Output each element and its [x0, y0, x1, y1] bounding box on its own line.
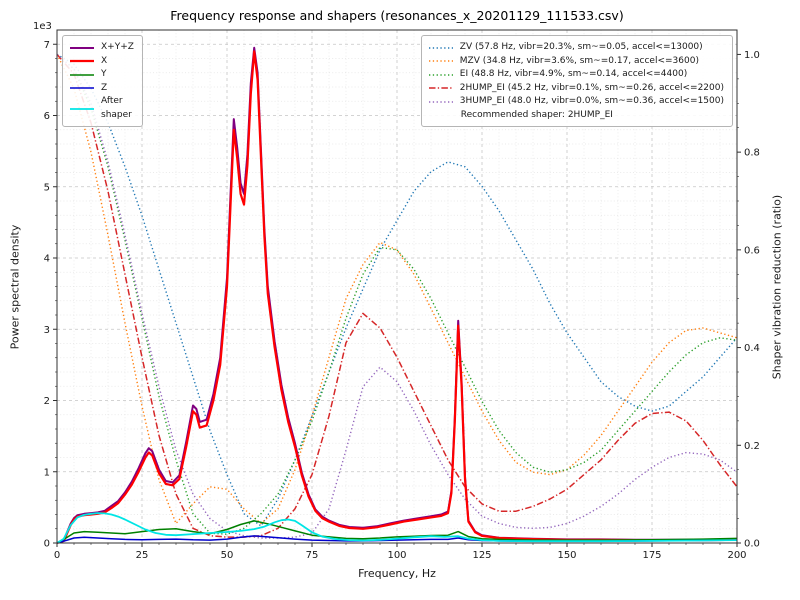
- x-tick-label: 150: [557, 550, 576, 561]
- legend-line-sample: [428, 47, 453, 49]
- legend-line-sample: [428, 87, 453, 89]
- y-right-tick-label: 0.4: [744, 343, 760, 354]
- y-right-tick-label: 0.8: [744, 148, 760, 159]
- legend-item-x: X: [69, 55, 134, 69]
- x-tick-label: 175: [642, 550, 661, 561]
- legend-label: 2HUMP_EI (45.2 Hz, vibr=0.1%, sm~=0.26, …: [459, 82, 724, 93]
- series-legend: X+Y+Z X Y Z After shaper: [62, 35, 143, 127]
- legend-item-3hump_ei: 3HUMP_EI (48.0 Hz, vibr=0.0%, sm~=0.36, …: [428, 95, 724, 109]
- y-right-tick-label: 0.0: [744, 539, 760, 550]
- legend-label: 3HUMP_EI (48.0 Hz, vibr=0.0%, sm~=0.36, …: [459, 96, 724, 106]
- y-left-tick-label: 6: [44, 111, 50, 122]
- legend-item-mzv: MZV (34.8 Hz, vibr=3.6%, sm~=0.17, accel…: [428, 55, 724, 69]
- legend-line-sample: [70, 60, 94, 63]
- x-tick-label: 25: [136, 550, 149, 561]
- y-left-tick-label: 4: [44, 254, 50, 265]
- y-axis-offset-label: 1e3: [33, 21, 52, 32]
- legend-line-sample: [428, 60, 453, 62]
- legend-label: Z: [101, 82, 108, 93]
- y-right-tick-label: 0.6: [744, 245, 760, 256]
- y-right-tick-label: 1.0: [744, 50, 760, 61]
- legend-item-xyz: X+Y+Z: [69, 41, 134, 55]
- curve-2hump_ei: [56, 53, 738, 538]
- legend-label: After shaper: [101, 96, 132, 120]
- legend-label: EI (48.8 Hz, vibr=4.9%, sm~=0.14, accel<…: [459, 69, 688, 79]
- x-tick-label: 125: [472, 550, 491, 561]
- x-tick-label: 50: [221, 550, 234, 561]
- legend-line-sample: [70, 87, 94, 89]
- curve-after_shaper: [56, 512, 738, 544]
- shaper-legend: ZV (57.8 Hz, vibr=20.3%, sm~=0.05, accel…: [420, 35, 733, 127]
- y-axis-label-left: Power spectral density: [8, 224, 22, 350]
- legend-item-y: Y: [69, 68, 134, 82]
- y-left-tick-label: 0: [44, 539, 50, 550]
- legend-label: ZV (57.8 Hz, vibr=20.3%, sm~=0.05, accel…: [459, 42, 703, 52]
- y-right-tick-label: 0.2: [744, 441, 760, 452]
- y-axis-label-right: Shaper vibration reduction (ratio): [770, 194, 784, 380]
- legend-label: X+Y+Z: [101, 42, 134, 52]
- x-axis-label: Frequency, Hz: [358, 567, 436, 580]
- legend-line-sample: [70, 107, 94, 110]
- recommended-shaper-note: Recommended shaper: 2HUMP_EI: [460, 109, 613, 120]
- legend-label: Y: [101, 69, 107, 79]
- y-left-tick-label: 5: [44, 182, 50, 193]
- legend-item-ei: EI (48.8 Hz, vibr=4.9%, sm~=0.14, accel<…: [428, 68, 724, 82]
- curve-3hump_ei: [56, 53, 738, 539]
- curve-mzv: [56, 54, 738, 525]
- legend-line-sample: [70, 74, 94, 76]
- legend-item-2hump_ei: 2HUMP_EI (45.2 Hz, vibr=0.1%, sm~=0.26, …: [428, 82, 724, 96]
- legend-item-zv: ZV (57.8 Hz, vibr=20.3%, sm~=0.05, accel…: [428, 41, 724, 55]
- curve-x: [56, 50, 738, 545]
- x-tick-label: 0: [54, 550, 60, 561]
- legend-line-sample: [428, 74, 453, 76]
- legend-line-sample: [428, 101, 453, 103]
- legend-line-sample: [70, 46, 94, 49]
- x-tick-label: 100: [387, 550, 406, 561]
- y-left-tick-label: 2: [44, 396, 50, 407]
- legend-label: X: [101, 55, 108, 66]
- x-tick-label: 200: [727, 550, 746, 561]
- legend-label: MZV (34.8 Hz, vibr=3.6%, sm~=0.17, accel…: [459, 55, 699, 66]
- y-left-tick-label: 7: [44, 40, 50, 51]
- chart-title: Frequency response and shapers (resonanc…: [170, 8, 624, 23]
- legend-item-z: Z: [69, 82, 134, 96]
- y-left-tick-label: 1: [44, 467, 50, 478]
- curve-y: [56, 520, 738, 544]
- y-left-tick-label: 3: [44, 325, 50, 336]
- x-tick-label: 75: [306, 550, 319, 561]
- legend-item-after_shaper: After shaper: [69, 95, 134, 122]
